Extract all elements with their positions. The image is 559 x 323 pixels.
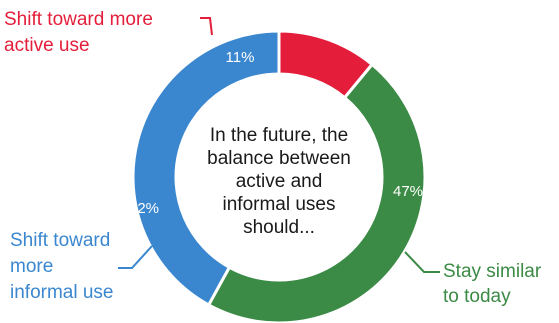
center-text-line: informal uses bbox=[223, 194, 336, 215]
leader-line-active bbox=[200, 17, 213, 36]
category-label-line: more bbox=[10, 256, 53, 277]
center-text-line: In the future, the bbox=[210, 125, 348, 146]
category-label-line: active use bbox=[4, 35, 90, 56]
category-label-line: to today bbox=[443, 286, 511, 307]
category-label-similar: Stay similar to today bbox=[443, 261, 542, 307]
slice-value-label-similar: 47% bbox=[393, 183, 423, 200]
center-text-line: should... bbox=[243, 217, 315, 238]
donut-slice-similar bbox=[206, 62, 427, 323]
slice-value-label-informal: 42% bbox=[129, 200, 159, 217]
category-label-line: Stay similar bbox=[443, 261, 542, 282]
donut-slice-informal bbox=[131, 29, 281, 307]
slice-value-labels: 11% 47% 42% bbox=[129, 49, 423, 217]
leader-line-similar bbox=[404, 251, 440, 273]
leader-line-informal bbox=[118, 245, 153, 269]
center-text-line: balance between bbox=[207, 148, 351, 169]
slice-value-label-active: 11% bbox=[226, 49, 255, 66]
category-label-line: Shift toward bbox=[10, 230, 110, 251]
leader-lines bbox=[118, 17, 440, 273]
category-label-line: Shift toward more bbox=[4, 9, 153, 30]
center-text-line: active and bbox=[236, 171, 323, 192]
category-label-active: Shift toward more active use bbox=[4, 9, 153, 56]
center-question: In the future, the balance between activ… bbox=[207, 125, 351, 238]
category-label-line: informal use bbox=[10, 282, 114, 303]
category-label-informal: Shift toward more informal use bbox=[10, 230, 114, 303]
donut-slices bbox=[131, 29, 427, 323]
